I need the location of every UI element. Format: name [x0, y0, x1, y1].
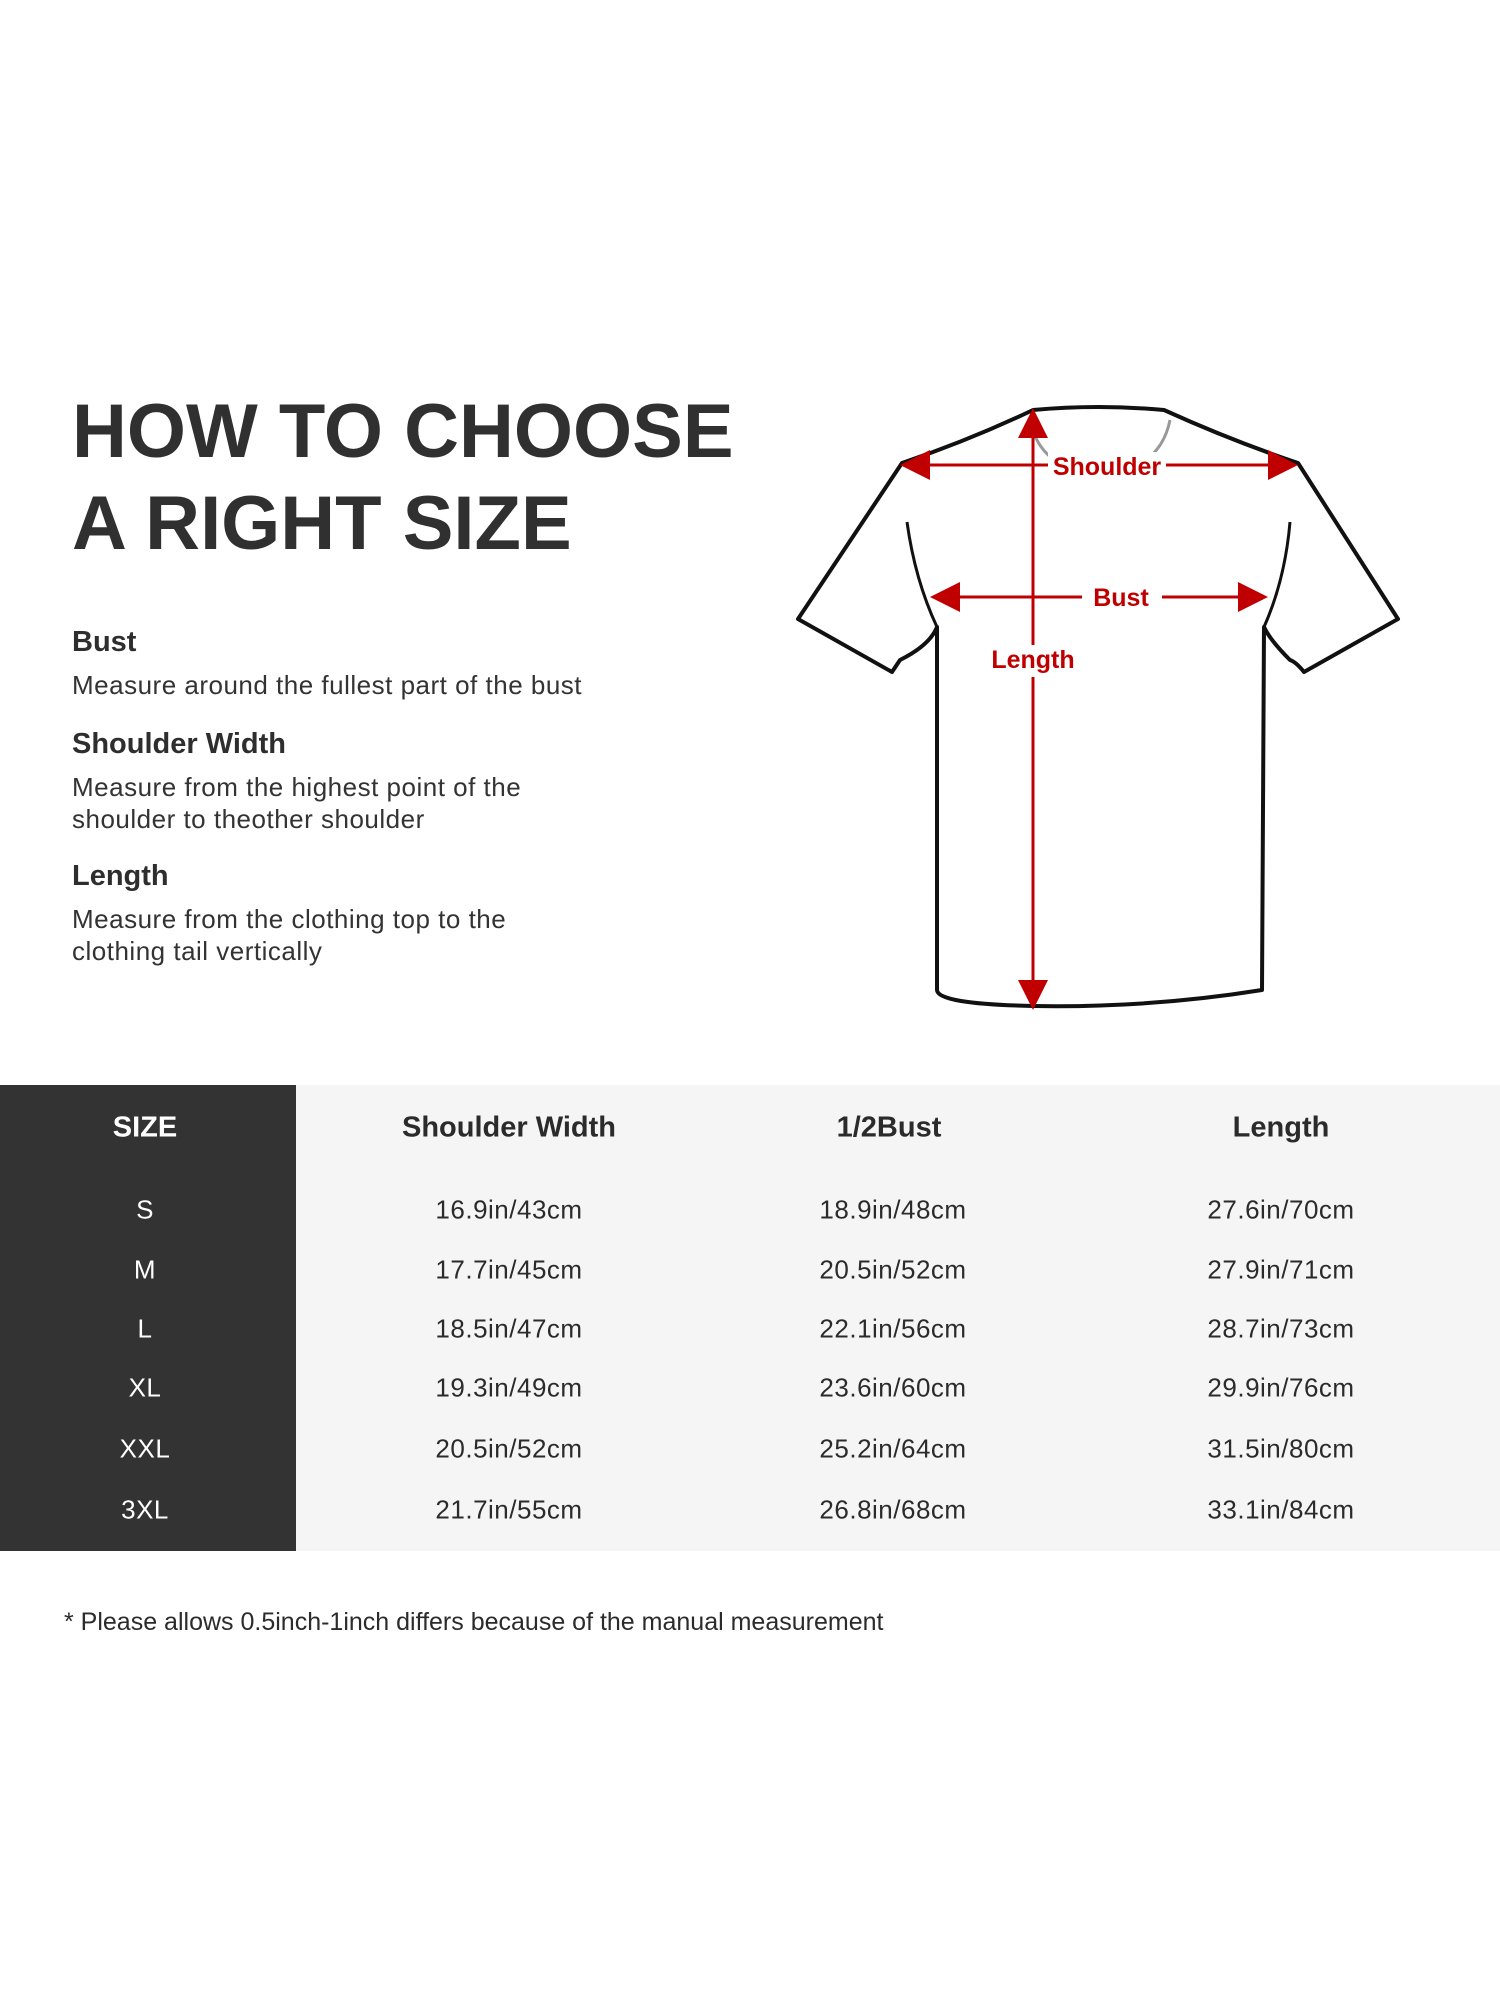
cell-length: 33.1in/84cm — [1207, 1494, 1355, 1525]
cell-half-bust: 25.2in/64cm — [819, 1433, 967, 1464]
header-half-bust: 1/2Bust — [836, 1111, 942, 1144]
cell-length: 29.9in/76cm — [1207, 1372, 1355, 1403]
cell-length: 31.5in/80cm — [1207, 1433, 1355, 1464]
cell-length: 27.9in/71cm — [1207, 1254, 1355, 1285]
title-line-1: HOW TO CHOOSE — [72, 389, 734, 474]
cell-size: S — [136, 1194, 154, 1225]
length-label: Length — [991, 646, 1074, 674]
cell-shoulder-width: 18.5in/47cm — [435, 1313, 583, 1344]
cell-half-bust: 23.6in/60cm — [819, 1372, 967, 1403]
cell-size: XXL — [119, 1433, 171, 1464]
cell-size: XL — [128, 1372, 162, 1403]
tshirt-diagram: Shoulder Bust Length — [796, 405, 1400, 1010]
cell-size: L — [137, 1313, 153, 1344]
cell-shoulder-width: 19.3in/49cm — [435, 1372, 583, 1403]
cell-length: 28.7in/73cm — [1207, 1313, 1355, 1344]
shoulder-label: Shoulder — [1053, 453, 1162, 481]
cell-half-bust: 22.1in/56cm — [819, 1313, 967, 1344]
header-shoulder-width: Shoulder Width — [402, 1111, 616, 1144]
title-line-2: A RIGHT SIZE — [72, 481, 572, 566]
bust-label: Bust — [1093, 584, 1149, 612]
size-column — [0, 1085, 296, 1551]
shoulder-width-heading: Shoulder Width — [72, 728, 286, 760]
cell-shoulder-width: 17.7in/45cm — [435, 1254, 583, 1285]
length-description-2: clothing tail vertically — [72, 936, 323, 966]
bust-heading: Bust — [72, 626, 137, 658]
shoulder-width-description-2: shoulder to theother shoulder — [72, 804, 425, 834]
cell-length: 27.6in/70cm — [1207, 1194, 1355, 1225]
cell-shoulder-width: 21.7in/55cm — [435, 1494, 583, 1525]
footnote: * Please allows 0.5inch-1inch differs be… — [64, 1608, 884, 1636]
shoulder-width-description-1: Measure from the highest point of the — [72, 772, 522, 802]
size-table: SIZE Shoulder Width 1/2Bust Length S 16.9… — [0, 1085, 1500, 1551]
cell-size: M — [133, 1254, 157, 1285]
cell-shoulder-width: 16.9in/43cm — [435, 1194, 583, 1225]
cell-half-bust: 20.5in/52cm — [819, 1254, 967, 1285]
header-size: SIZE — [112, 1111, 178, 1144]
bust-description: Measure around the fullest part of the b… — [72, 670, 583, 700]
cell-size: 3XL — [121, 1494, 169, 1525]
length-description-1: Measure from the clothing top to the — [72, 904, 507, 934]
header-length: Length — [1232, 1111, 1330, 1144]
tshirt-outline — [796, 405, 1400, 1009]
cell-half-bust: 26.8in/68cm — [819, 1494, 967, 1525]
cell-shoulder-width: 20.5in/52cm — [435, 1433, 583, 1464]
length-heading: Length — [72, 860, 169, 892]
cell-half-bust: 18.9in/48cm — [819, 1194, 967, 1225]
